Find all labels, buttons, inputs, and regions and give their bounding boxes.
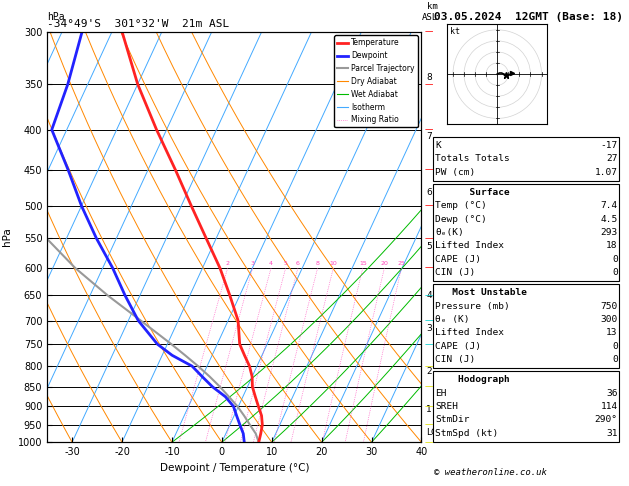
Text: —: — [425, 125, 433, 134]
Text: 25: 25 [398, 261, 405, 266]
Text: CIN (J): CIN (J) [435, 268, 476, 277]
Text: 27: 27 [606, 155, 618, 163]
Text: 0: 0 [612, 342, 618, 351]
Text: 1.07: 1.07 [594, 168, 618, 177]
Text: —: — [425, 80, 433, 88]
Text: 18: 18 [606, 241, 618, 250]
Text: -34°49'S  301°32'W  21m ASL: -34°49'S 301°32'W 21m ASL [47, 19, 230, 30]
Text: 15: 15 [359, 261, 367, 266]
Text: 750: 750 [601, 301, 618, 311]
Text: —: — [425, 382, 433, 391]
Text: 10: 10 [330, 261, 337, 266]
Text: 20: 20 [381, 261, 388, 266]
Legend: Temperature, Dewpoint, Parcel Trajectory, Dry Adiabat, Wet Adiabat, Isotherm, Mi: Temperature, Dewpoint, Parcel Trajectory… [334, 35, 418, 127]
Text: 114: 114 [601, 402, 618, 411]
Text: Lifted Index: Lifted Index [435, 241, 504, 250]
Text: —: — [425, 234, 433, 243]
Text: 0: 0 [612, 268, 618, 277]
Text: PW (cm): PW (cm) [435, 168, 476, 177]
Text: 290°: 290° [594, 415, 618, 424]
Text: 03.05.2024  12GMT (Base: 18): 03.05.2024 12GMT (Base: 18) [434, 12, 623, 22]
Y-axis label: hPa: hPa [3, 227, 12, 246]
Text: —: — [425, 201, 433, 210]
Text: θₑ(K): θₑ(K) [435, 228, 464, 237]
Y-axis label: Mixing Ratio (g/kg): Mixing Ratio (g/kg) [447, 197, 457, 277]
X-axis label: Dewpoint / Temperature (°C): Dewpoint / Temperature (°C) [160, 463, 309, 473]
Text: 0: 0 [612, 355, 618, 364]
Text: km
ASL: km ASL [421, 2, 438, 22]
Text: 3: 3 [250, 261, 255, 266]
Text: 7.4: 7.4 [601, 201, 618, 210]
Text: -17: -17 [601, 141, 618, 150]
Text: —: — [425, 420, 433, 429]
Text: 0: 0 [612, 255, 618, 264]
Text: —: — [425, 165, 433, 174]
Text: EH: EH [435, 389, 447, 398]
Text: Temp (°C): Temp (°C) [435, 201, 487, 210]
Text: kt: kt [450, 27, 460, 35]
Text: —: — [425, 316, 433, 325]
Text: StmDir: StmDir [435, 415, 470, 424]
Text: StmSpd (kt): StmSpd (kt) [435, 429, 499, 438]
Text: 36: 36 [606, 389, 618, 398]
Text: 31: 31 [606, 429, 618, 438]
Text: 6: 6 [296, 261, 300, 266]
Text: 4.5: 4.5 [601, 215, 618, 224]
Text: 300: 300 [601, 315, 618, 324]
Text: 293: 293 [601, 228, 618, 237]
Text: 13: 13 [606, 329, 618, 337]
Text: Totals Totals: Totals Totals [435, 155, 510, 163]
Text: © weatheronline.co.uk: © weatheronline.co.uk [434, 468, 547, 477]
Text: Hodograph: Hodograph [435, 375, 510, 384]
Text: Most Unstable: Most Unstable [435, 288, 527, 297]
Text: K: K [435, 141, 441, 150]
Text: —: — [425, 27, 433, 36]
Text: —: — [425, 291, 433, 300]
Text: hPa: hPa [47, 12, 65, 22]
Text: 4: 4 [269, 261, 273, 266]
Text: —: — [425, 340, 433, 348]
Text: Lifted Index: Lifted Index [435, 329, 504, 337]
Text: —: — [425, 362, 433, 371]
Text: CAPE (J): CAPE (J) [435, 342, 481, 351]
Text: 8: 8 [316, 261, 320, 266]
Text: θₑ (K): θₑ (K) [435, 315, 470, 324]
Text: Pressure (mb): Pressure (mb) [435, 301, 510, 311]
Text: 2: 2 [226, 261, 230, 266]
Text: 5: 5 [284, 261, 287, 266]
Text: Dewp (°C): Dewp (°C) [435, 215, 487, 224]
Text: CAPE (J): CAPE (J) [435, 255, 481, 264]
Text: Surface: Surface [435, 188, 510, 197]
Text: —: — [425, 402, 433, 411]
Text: —: — [425, 438, 433, 447]
Text: CIN (J): CIN (J) [435, 355, 476, 364]
Text: SREH: SREH [435, 402, 459, 411]
Text: —: — [425, 263, 433, 273]
